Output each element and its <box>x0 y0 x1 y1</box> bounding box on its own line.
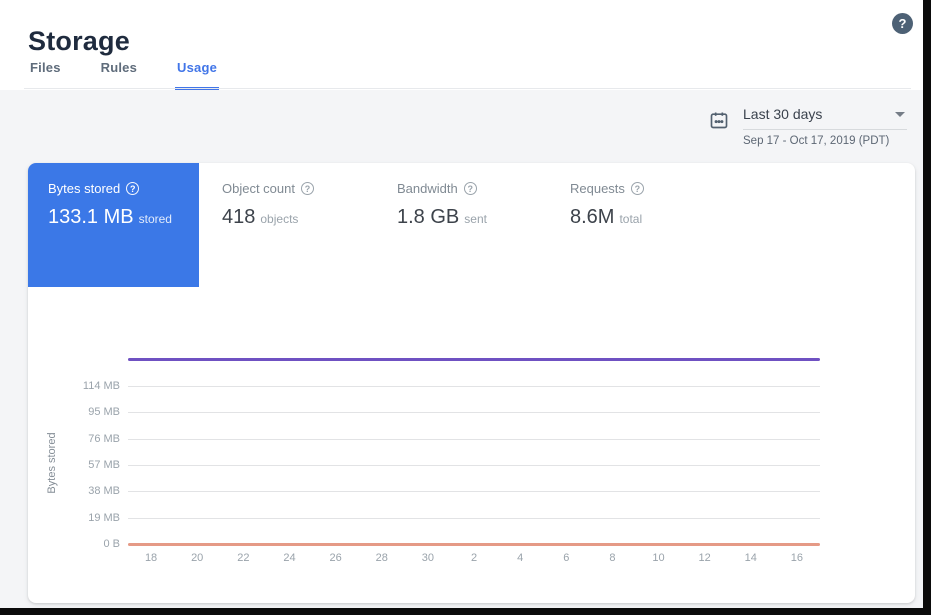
stat-help-icon[interactable]: ? <box>463 182 477 195</box>
stat-unit: sent <box>464 212 487 226</box>
y-gridline <box>128 464 820 466</box>
y-tick-label: 0 B <box>103 538 120 550</box>
x-tick-label: 2 <box>470 552 478 564</box>
y-tick-label: 114 MB <box>82 379 120 392</box>
calendar-icon <box>710 112 728 129</box>
caret-down-icon <box>895 111 905 117</box>
tab-rules[interactable]: Rules <box>99 60 139 90</box>
x-tick-label: 26 <box>329 552 342 564</box>
y-tick-label: 38 MB <box>88 485 120 498</box>
stat-card-bytes-stored[interactable]: Bytes stored ? 133.1 MB stored <box>28 163 199 287</box>
x-tick-label: 8 <box>609 552 616 564</box>
y-tick-label: 76 MB <box>88 432 120 445</box>
stat-value: 418 <box>222 206 256 228</box>
y-gridline <box>128 438 820 440</box>
x-tick-label: 4 <box>517 552 524 564</box>
x-tick-label: 22 <box>237 552 250 564</box>
y-tick-label: 57 MB <box>88 458 120 471</box>
series-line-zero-baseline <box>128 543 820 546</box>
date-range-selector[interactable]: Last 30 days Sep 17 - Oct 17, 2019 (PDT) <box>709 106 907 147</box>
x-tick-label: 28 <box>375 552 388 564</box>
stat-unit: total <box>619 212 643 226</box>
x-tick-label: 12 <box>698 552 711 564</box>
x-tick-label: 20 <box>191 552 204 564</box>
plot-area <box>128 330 820 546</box>
y-gridline <box>128 491 820 493</box>
x-tick-label: 24 <box>283 552 296 564</box>
stat-help-icon[interactable]: ? <box>126 182 140 195</box>
x-tick-label: 6 <box>563 552 570 564</box>
tab-usage[interactable]: Usage <box>175 60 220 90</box>
stat-label: Bandwidth <box>397 181 458 196</box>
tab-divider <box>24 88 911 89</box>
y-gridline <box>128 412 820 414</box>
content-area: Last 30 days Sep 17 - Oct 17, 2019 (PDT)… <box>0 90 923 608</box>
stat-label: Requests <box>570 181 625 196</box>
stat-card-requests[interactable]: Requests ? 8.6M total <box>570 181 644 229</box>
x-tick-label: 16 <box>790 552 804 564</box>
stat-value: 8.6M <box>570 206 615 228</box>
usage-card: Bytes stored ? 133.1 MB stored Object cou… <box>28 163 915 603</box>
tab-files[interactable]: Files <box>28 60 63 90</box>
y-gridline <box>128 385 820 387</box>
stat-card-bandwidth[interactable]: Bandwidth ? 1.8 GB sent <box>397 181 487 229</box>
x-tick-label: 14 <box>744 552 757 564</box>
page-title: Storage <box>28 26 130 57</box>
y-tick-label: 95 MB <box>88 406 120 419</box>
help-icon[interactable]: ? <box>892 13 913 34</box>
stat-value: 133.1 MB <box>48 206 134 228</box>
y-axis-labels: 114 MB 95 MB 76 MB 57 MB 38 MB 19 MB 0 B <box>28 330 120 550</box>
stat-unit: stored <box>138 212 172 226</box>
stat-label: Bytes stored <box>48 181 121 196</box>
stat-card-object-count[interactable]: Object count ? 418 objects <box>222 181 314 229</box>
y-gridline <box>128 517 820 519</box>
x-tick-label: 30 <box>421 552 434 564</box>
stat-help-icon[interactable]: ? <box>301 182 314 195</box>
x-tick-label: 10 <box>652 552 665 564</box>
date-range-text: Last 30 days Sep 17 - Oct 17, 2019 (PDT) <box>743 106 907 147</box>
x-axis-labels: 18 20 22 24 26 28 30 2 4 6 8 10 12 14 16 <box>128 552 820 568</box>
stat-unit: objects <box>260 212 299 226</box>
series-line-bytes-stored <box>128 358 820 362</box>
y-tick-label: 19 MB <box>88 511 120 524</box>
x-tick-label: 18 <box>144 552 158 564</box>
date-range-detail: Sep 17 - Oct 17, 2019 (PDT) <box>743 135 890 147</box>
stat-value: 1.8 GB <box>397 206 460 228</box>
stat-help-icon[interactable]: ? <box>630 182 644 195</box>
date-range-preset: Last 30 days <box>743 106 823 122</box>
tab-bar: Files Rules Usage <box>28 60 255 90</box>
stat-label: Object count <box>222 181 295 196</box>
